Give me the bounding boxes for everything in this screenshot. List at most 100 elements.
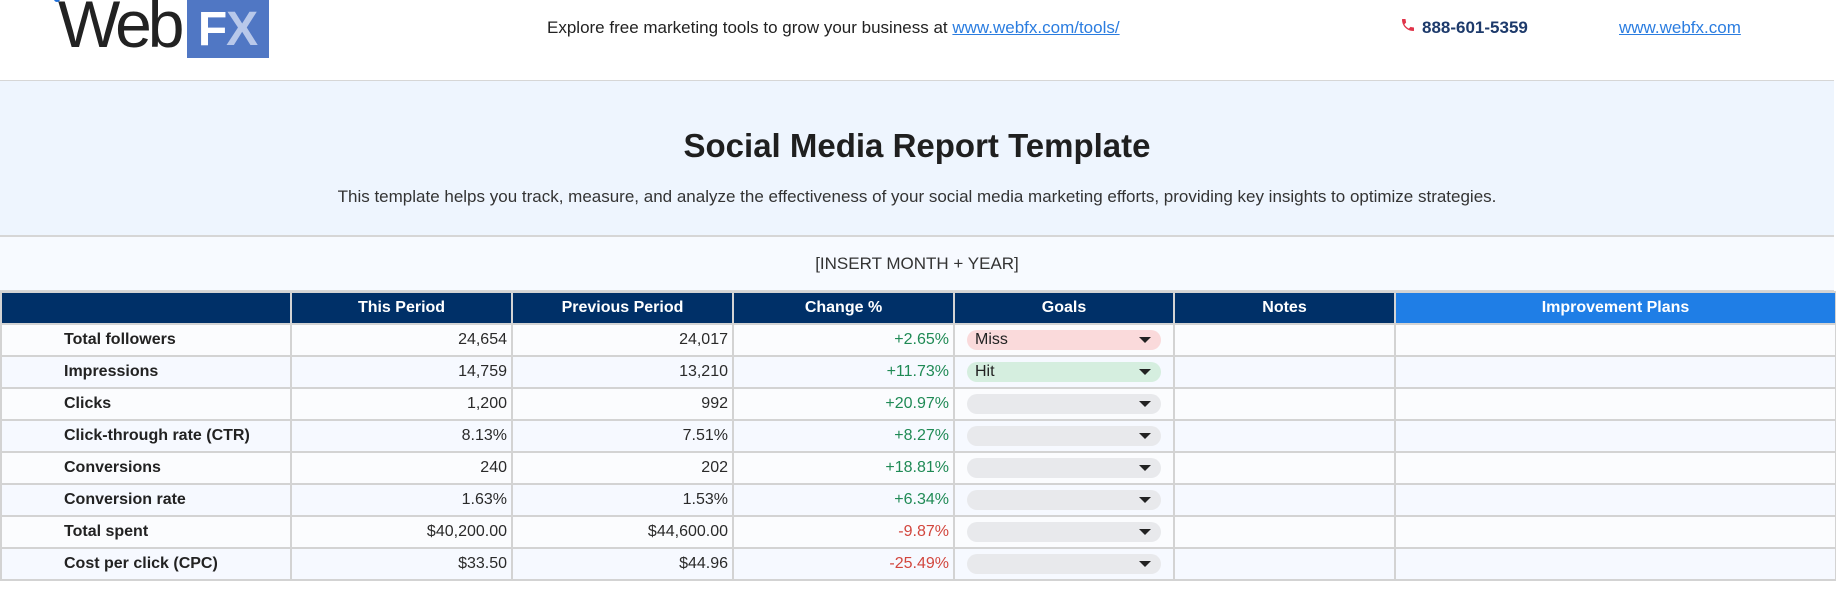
metric-label: Conversion rate bbox=[0, 483, 292, 517]
change-cell: +2.65% bbox=[732, 323, 955, 357]
site-link[interactable]: www.webfx.com bbox=[1619, 18, 1741, 37]
table-row: Conversion rate 1.63% 1.53% +6.34% bbox=[0, 483, 1836, 517]
report-table: This Period Previous Period Change % Goa… bbox=[0, 291, 1836, 581]
goals-cell[interactable] bbox=[953, 483, 1175, 517]
goals-cell[interactable] bbox=[953, 547, 1175, 581]
table-row: Impressions 14,759 13,210 +11.73% Hit bbox=[0, 355, 1836, 389]
metric-label: Total followers bbox=[0, 323, 292, 357]
improvement-plans-cell[interactable] bbox=[1394, 451, 1836, 485]
improvement-plans-cell[interactable] bbox=[1394, 387, 1836, 421]
logo-web-text: Web bbox=[54, 0, 184, 57]
previous-period-cell[interactable]: $44.96 bbox=[511, 547, 734, 581]
phone-number: 888-601-5359 bbox=[1422, 17, 1528, 37]
metric-label: Total spent bbox=[0, 515, 292, 549]
change-cell: -9.87% bbox=[732, 515, 955, 549]
notes-cell[interactable] bbox=[1173, 515, 1396, 549]
previous-period-cell[interactable]: 13,210 bbox=[511, 355, 734, 389]
goal-dropdown[interactable] bbox=[967, 426, 1161, 446]
month-section[interactable]: [INSERT MONTH + YEAR] bbox=[0, 237, 1834, 292]
table-row: Cost per click (CPC) $33.50 $44.96 -25.4… bbox=[0, 547, 1836, 581]
this-period-cell[interactable]: 240 bbox=[290, 451, 513, 485]
goals-cell[interactable] bbox=[953, 387, 1175, 421]
previous-period-cell[interactable]: 1.53% bbox=[511, 483, 734, 517]
goals-cell[interactable] bbox=[953, 451, 1175, 485]
this-period-cell[interactable]: 24,654 bbox=[290, 323, 513, 357]
goal-value: Hit bbox=[975, 363, 995, 380]
this-period-cell[interactable]: 14,759 bbox=[290, 355, 513, 389]
goal-dropdown[interactable] bbox=[967, 554, 1161, 574]
page-title: Social Media Report Template bbox=[683, 127, 1151, 164]
page-subtitle: This template helps you track, measure, … bbox=[337, 187, 1497, 206]
previous-period-cell[interactable]: 992 bbox=[511, 387, 734, 421]
improvement-plans-cell[interactable] bbox=[1394, 515, 1836, 549]
promo-text: Explore free marketing tools to grow you… bbox=[547, 18, 1120, 37]
change-cell: +8.27% bbox=[732, 419, 955, 453]
this-period-cell[interactable]: $33.50 bbox=[290, 547, 513, 581]
previous-period-cell[interactable]: 7.51% bbox=[511, 419, 734, 453]
improvement-plans-cell[interactable] bbox=[1394, 547, 1836, 581]
title-section: Social Media Report Template This templa… bbox=[0, 81, 1834, 237]
chevron-down-icon bbox=[1139, 369, 1151, 375]
table-row: Total spent $40,200.00 $44,600.00 -9.87% bbox=[0, 515, 1836, 549]
metric-label: Cost per click (CPC) bbox=[0, 547, 292, 581]
notes-cell[interactable] bbox=[1173, 387, 1396, 421]
chevron-down-icon bbox=[1139, 401, 1151, 407]
change-cell: +18.81% bbox=[732, 451, 955, 485]
this-period-cell[interactable]: $40,200.00 bbox=[290, 515, 513, 549]
table-row: Conversions 240 202 +18.81% bbox=[0, 451, 1836, 485]
table-row: Click-through rate (CTR) 8.13% 7.51% +8.… bbox=[0, 419, 1836, 453]
table-row: Total followers 24,654 24,017 +2.65% Mis… bbox=[0, 323, 1836, 357]
goal-dropdown[interactable] bbox=[967, 458, 1161, 478]
change-cell: +11.73% bbox=[732, 355, 955, 389]
chevron-down-icon bbox=[1139, 433, 1151, 439]
header-change: Change % bbox=[732, 291, 955, 325]
goal-dropdown[interactable]: Hit bbox=[967, 362, 1161, 382]
header-this-period: This Period bbox=[290, 291, 513, 325]
this-period-cell[interactable]: 1,200 bbox=[290, 387, 513, 421]
previous-period-cell[interactable]: $44,600.00 bbox=[511, 515, 734, 549]
notes-cell[interactable] bbox=[1173, 547, 1396, 581]
change-cell: -25.49% bbox=[732, 547, 955, 581]
goals-cell[interactable] bbox=[953, 515, 1175, 549]
goal-dropdown[interactable] bbox=[967, 522, 1161, 542]
month-year-placeholder[interactable]: [INSERT MONTH + YEAR] bbox=[815, 254, 1019, 273]
metric-label: Conversions bbox=[0, 451, 292, 485]
chevron-down-icon bbox=[1139, 529, 1151, 535]
notes-cell[interactable] bbox=[1173, 483, 1396, 517]
goal-dropdown[interactable] bbox=[967, 394, 1161, 414]
site-link-wrap: www.webfx.com bbox=[1619, 18, 1741, 38]
change-cell: +6.34% bbox=[732, 483, 955, 517]
goals-cell[interactable] bbox=[953, 419, 1175, 453]
chevron-down-icon bbox=[1139, 561, 1151, 567]
tools-link[interactable]: www.webfx.com/tools/ bbox=[952, 18, 1120, 37]
chevron-down-icon bbox=[1139, 465, 1151, 471]
goals-cell[interactable]: Miss bbox=[953, 323, 1175, 357]
notes-cell[interactable] bbox=[1173, 355, 1396, 389]
notes-cell[interactable] bbox=[1173, 419, 1396, 453]
improvement-plans-cell[interactable] bbox=[1394, 355, 1836, 389]
improvement-plans-cell[interactable] bbox=[1394, 323, 1836, 357]
change-cell: +20.97% bbox=[732, 387, 955, 421]
table-row: Clicks 1,200 992 +20.97% bbox=[0, 387, 1836, 421]
header-metric bbox=[0, 291, 292, 325]
improvement-plans-cell[interactable] bbox=[1394, 483, 1836, 517]
chevron-down-icon bbox=[1139, 497, 1151, 503]
this-period-cell[interactable]: 1.63% bbox=[290, 483, 513, 517]
previous-period-cell[interactable]: 202 bbox=[511, 451, 734, 485]
header-notes: Notes bbox=[1173, 291, 1396, 325]
goal-value: Miss bbox=[975, 331, 1008, 348]
phone-contact[interactable]: 888-601-5359 bbox=[1400, 17, 1528, 38]
chevron-down-icon bbox=[1139, 337, 1151, 343]
goal-dropdown[interactable]: Miss bbox=[967, 330, 1161, 350]
notes-cell[interactable] bbox=[1173, 451, 1396, 485]
goals-cell[interactable]: Hit bbox=[953, 355, 1175, 389]
header-improvement-plans: Improvement Plans bbox=[1394, 291, 1836, 325]
goal-dropdown[interactable] bbox=[967, 490, 1161, 510]
header-previous-period: Previous Period bbox=[511, 291, 734, 325]
notes-cell[interactable] bbox=[1173, 323, 1396, 357]
this-period-cell[interactable]: 8.13% bbox=[290, 419, 513, 453]
previous-period-cell[interactable]: 24,017 bbox=[511, 323, 734, 357]
improvement-plans-cell[interactable] bbox=[1394, 419, 1836, 453]
